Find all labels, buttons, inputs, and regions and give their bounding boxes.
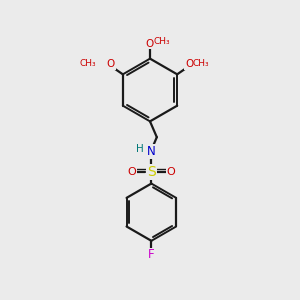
- Text: O: O: [128, 167, 136, 177]
- Text: O: O: [185, 59, 194, 69]
- Text: O: O: [146, 39, 154, 49]
- Text: O: O: [106, 59, 115, 69]
- Text: CH₃: CH₃: [193, 59, 210, 68]
- Text: CH₃: CH₃: [153, 37, 170, 46]
- Text: CH₃: CH₃: [80, 59, 96, 68]
- Text: O: O: [167, 167, 176, 177]
- Text: N: N: [147, 145, 156, 158]
- Text: F: F: [148, 248, 155, 262]
- Text: S: S: [147, 165, 156, 179]
- Text: H: H: [136, 144, 143, 154]
